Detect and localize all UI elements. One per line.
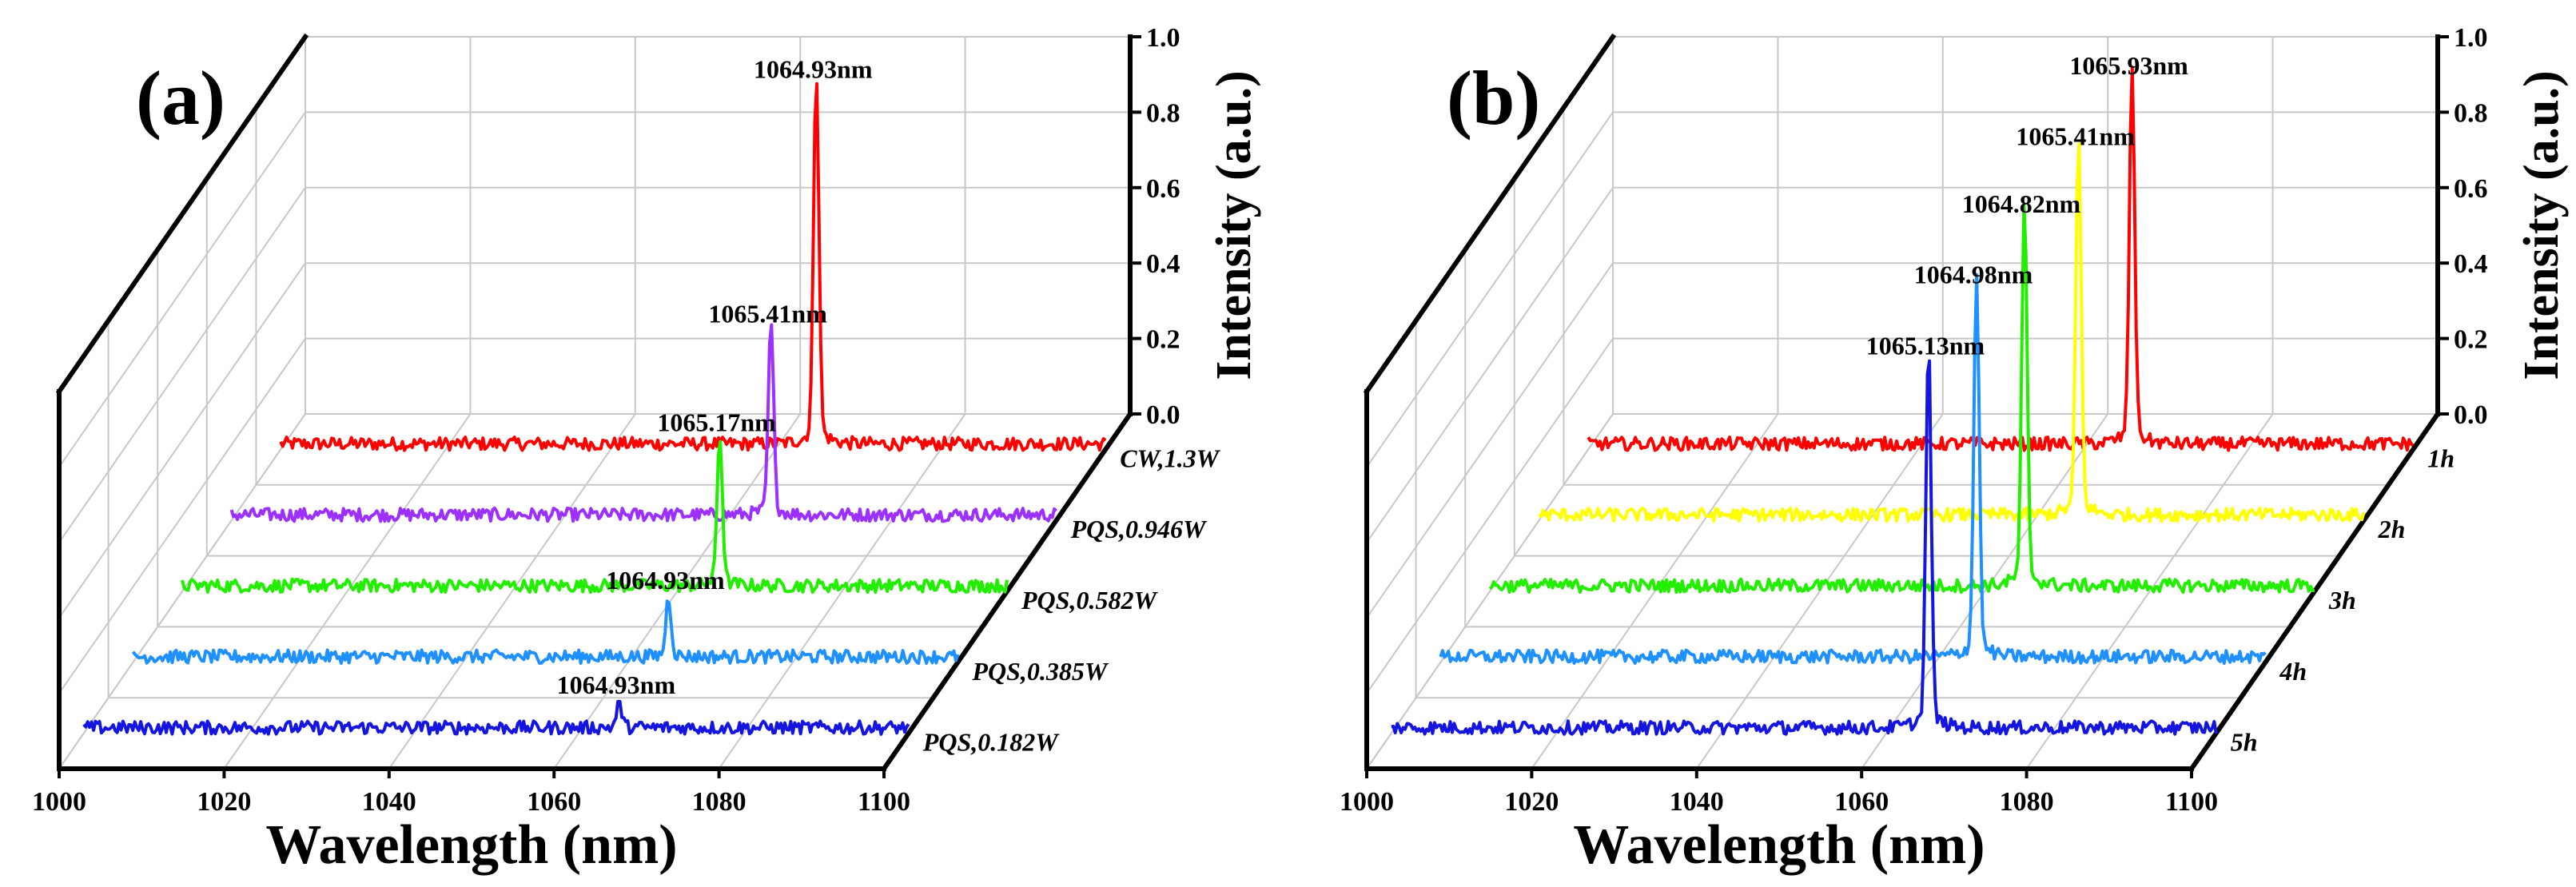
z-tick-label: 0.6	[1146, 174, 1181, 204]
left-wall-gridline	[1366, 262, 1614, 619]
peak-label: 1064.98nm	[1914, 261, 2033, 289]
floor-gridline	[58, 413, 306, 770]
floor-gridline	[1366, 413, 1614, 770]
series-line	[1587, 66, 2415, 452]
left-wall-gridline	[58, 262, 306, 619]
peak-label: 1064.93nm	[754, 55, 873, 84]
floor-gridline	[1531, 413, 1779, 770]
z-tick-label: 0.4	[1146, 249, 1181, 279]
x-tick-label: 1060	[1834, 787, 1889, 817]
x-tick-label: 1000	[1340, 787, 1394, 817]
z-tick-label: 1.0	[2454, 23, 2488, 53]
x-tick-label: 1000	[32, 787, 86, 817]
series-line	[1488, 202, 2315, 595]
series-label: 1h	[2427, 444, 2455, 472]
peak-label: 1065.17nm	[657, 408, 776, 437]
z-tick-label: 0.6	[2454, 174, 2488, 204]
series-label: 4h	[2279, 657, 2307, 686]
series-line	[279, 82, 1107, 452]
series-label: PQS,0.385W	[971, 657, 1109, 686]
depth-axis-line	[880, 410, 1134, 773]
panel-b: 1000 1020 1040 1060 1080 1100 0.0 0.2 0.4 0.6 0.8 1…	[1340, 23, 2569, 876]
peak-label: 1065.41nm	[2016, 122, 2135, 151]
series-line	[1538, 142, 2366, 523]
z-tick-label: 0.8	[2454, 98, 2488, 128]
z-tick-label: 0.2	[2454, 325, 2488, 355]
z-tick-label: 0.2	[1146, 325, 1181, 355]
x-tick-label: 1060	[527, 787, 581, 817]
x-axis-title: Wavelength (nm)	[265, 814, 677, 876]
series-label: PQS,0.182W	[922, 728, 1060, 757]
left-wall-gridline	[58, 111, 306, 467]
x-axis-title: Wavelength (nm)	[1573, 814, 1985, 876]
panel-label: (b)	[1447, 55, 1540, 141]
left-wall-gridline	[1366, 111, 1614, 467]
series-label: 3h	[2328, 586, 2356, 615]
left-top-edge	[1363, 33, 1617, 396]
floor-gridline	[1695, 413, 1944, 770]
series-label: PQS,0.946W	[1070, 515, 1208, 543]
panel-label: (a)	[136, 55, 225, 141]
peak-label: 1064.93nm	[606, 566, 725, 595]
series-line	[1391, 359, 2218, 736]
left-top-edge	[55, 33, 309, 396]
series-label: CW,1.3W	[1120, 444, 1220, 472]
peak-label: 1065.41nm	[708, 300, 827, 328]
left-wall-gridline	[58, 187, 306, 543]
x-tick-label: 1040	[362, 787, 416, 817]
series-line	[181, 440, 1009, 595]
series-line	[1439, 272, 2267, 665]
left-wall-gridline	[58, 338, 306, 694]
floor-gridline	[553, 413, 802, 770]
z-tick-label: 0.8	[1146, 98, 1181, 128]
peak-label: 1064.93nm	[557, 670, 676, 699]
series-label: 2h	[2378, 515, 2406, 543]
x-tick-label: 1100	[2165, 787, 2218, 817]
series-label: 5h	[2231, 728, 2258, 757]
z-tick-label: 0.4	[2454, 249, 2488, 279]
z-tick-label: 0.0	[1146, 400, 1181, 430]
z-tick-label: 1.0	[1146, 23, 1181, 53]
peak-label: 1065.93nm	[2069, 51, 2188, 80]
x-tick-label: 1020	[197, 787, 251, 817]
left-wall-gridline	[1366, 187, 1614, 543]
floor-gridline	[388, 413, 636, 770]
peak-label: 1064.82nm	[1962, 189, 2081, 218]
x-tick-label: 1020	[1504, 787, 1559, 817]
z-axis-title: Intensity (a.u.)	[2514, 70, 2569, 380]
left-wall-gridline	[1366, 338, 1614, 694]
floor-gridline	[2025, 413, 2274, 770]
floor-gridline	[718, 413, 966, 770]
z-tick-label: 0.0	[2454, 400, 2488, 430]
series-line	[82, 699, 910, 736]
x-tick-label: 1080	[2000, 787, 2054, 817]
floor-gridline	[223, 413, 472, 770]
series-line	[131, 599, 960, 665]
z-axis-title: Intensity (a.u.)	[1207, 70, 1261, 380]
x-tick-label: 1100	[858, 787, 910, 817]
peak-label: 1065.13nm	[1866, 331, 1985, 360]
x-tick-label: 1080	[692, 787, 747, 817]
floor-gridline	[1861, 413, 2109, 770]
series-line	[229, 323, 1057, 523]
series-label: PQS,0.582W	[1021, 586, 1158, 615]
depth-axis-line	[2188, 410, 2442, 773]
x-tick-label: 1040	[1670, 787, 1724, 817]
panel-a: 1000 1020 1040 1060 1080 1100 0.0 0.2 0.4 0.6 0.8 1…	[32, 23, 1261, 876]
